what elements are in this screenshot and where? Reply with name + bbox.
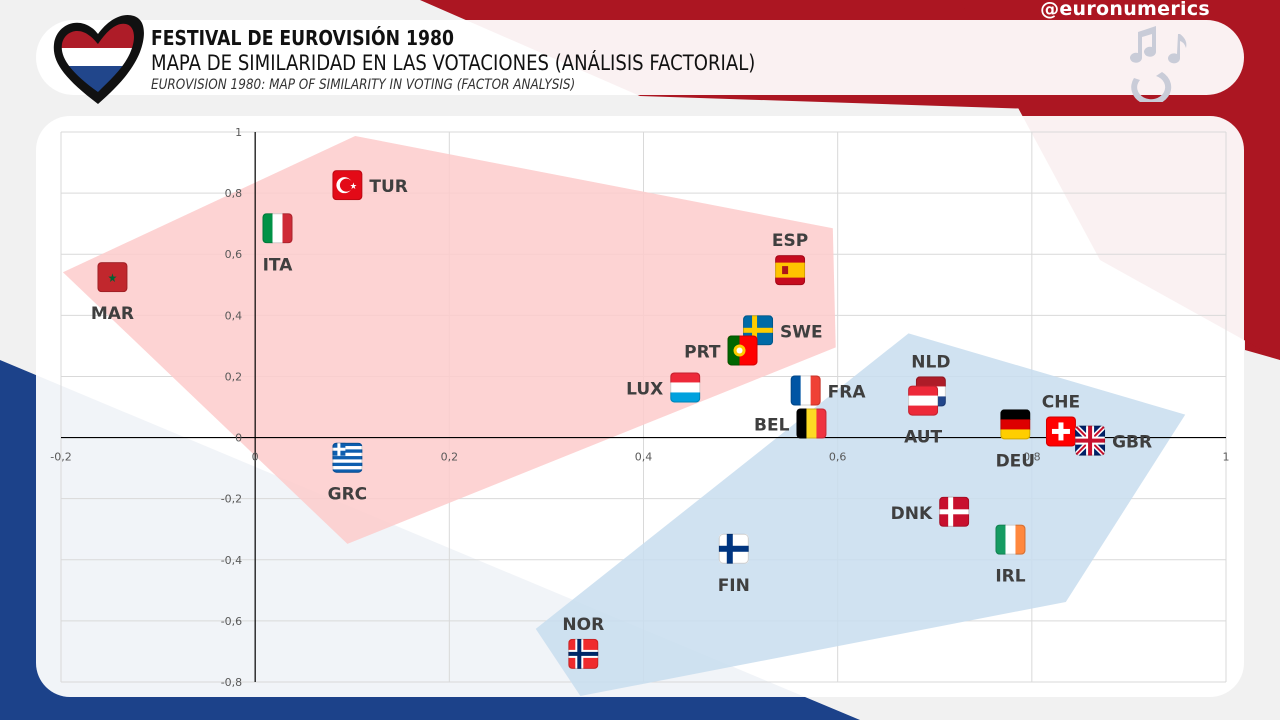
country-label: FIN — [718, 576, 750, 596]
point-irl[interactable]: IRL — [995, 524, 1026, 587]
subtitle-en: EUROVISION 1980: MAP OF SIMILARITY IN VO… — [151, 77, 576, 93]
point-dnk[interactable]: DNK — [891, 496, 970, 527]
country-label: GBR — [1112, 433, 1152, 453]
grc-flag-icon — [332, 442, 363, 473]
tur-flag-icon: ★ — [332, 170, 363, 201]
point-tur[interactable]: ★ TUR — [332, 170, 408, 201]
y-tick-label: -0,4 — [221, 554, 242, 567]
point-deu[interactable]: DEU — [996, 409, 1036, 471]
x-tick-label: 0,4 — [635, 451, 653, 464]
y-tick-label: -0,2 — [221, 493, 242, 506]
ita-flag-icon — [262, 213, 293, 244]
svg-text:★: ★ — [108, 271, 118, 285]
country-label: IRL — [995, 567, 1025, 587]
tick-labels: -0,2 0 0,2 0,4 0,6 0,8 1 1 0,8 0,6 0,4 0,2 0 -0,2 -0,4… — [50, 126, 1229, 689]
subtitle-es: MAPA DE SIMILARIDAD EN LAS VOTACIONES (A… — [151, 51, 756, 75]
y-tick-label: 0,4 — [225, 309, 243, 322]
country-label: NLD — [911, 352, 950, 372]
nor-flag-icon — [568, 638, 599, 669]
title: FESTIVAL DE EUROVISIÓN 1980 — [151, 26, 454, 50]
point-aut[interactable]: AUT — [904, 385, 943, 448]
eurovision-heart-logo-icon — [53, 14, 144, 105]
y-tick-label: 0,8 — [225, 187, 243, 200]
point-nor[interactable]: NOR — [562, 615, 604, 669]
y-tick-label: -0,6 — [221, 615, 242, 628]
handle-text[interactable]: @euronumerics — [1040, 0, 1210, 20]
aut-flag-icon — [908, 385, 939, 416]
country-label: PRT — [684, 342, 721, 362]
country-label: LUX — [626, 379, 663, 399]
che-flag-icon — [1045, 416, 1076, 447]
country-label: ESP — [772, 231, 808, 251]
point-fin[interactable]: FIN — [718, 533, 750, 596]
mar-flag-icon: ★ — [97, 262, 128, 293]
point-che[interactable]: CHE — [1042, 392, 1080, 447]
country-label: BEL — [754, 416, 790, 436]
red-cluster — [62, 135, 836, 544]
country-label: ITA — [263, 255, 294, 275]
prt-flag-icon — [727, 335, 758, 366]
point-esp[interactable]: ESP — [772, 231, 808, 286]
esp-flag-icon — [775, 255, 806, 286]
point-ita[interactable]: ITA — [262, 213, 293, 275]
y-tick-label: 1 — [235, 126, 242, 139]
country-label: AUT — [904, 428, 942, 448]
y-tick-label: 0 — [235, 432, 242, 445]
bel-flag-icon — [796, 408, 827, 439]
fra-flag-icon — [790, 375, 821, 406]
svg-text:★: ★ — [350, 182, 357, 192]
x-tick-label: 1 — [1223, 451, 1230, 464]
country-label: SWE — [780, 322, 823, 342]
dnk-flag-icon — [939, 496, 970, 527]
country-label: FRA — [828, 383, 867, 403]
points: ★ MAR ★ TUR ITA ESP SWE PRT LUX FRA BEL NLD AUT DEU CH… — [91, 170, 1152, 669]
country-label: TUR — [369, 177, 408, 197]
country-label: GRC — [328, 485, 368, 505]
gbr-flag-icon — [1075, 425, 1106, 456]
x-tick-label: 0,6 — [829, 451, 847, 464]
x-tick-label: 0 — [252, 451, 259, 464]
point-grc[interactable]: GRC — [328, 442, 368, 505]
point-lux[interactable]: LUX — [626, 372, 701, 403]
point-bel[interactable]: BEL — [754, 408, 827, 439]
country-label: DNK — [891, 504, 933, 524]
x-tick-label: 0,8 — [1023, 451, 1041, 464]
y-tick-label: -0,8 — [221, 676, 242, 689]
irl-flag-icon — [995, 524, 1026, 555]
country-label: NOR — [562, 615, 604, 635]
x-tick-label: 0,2 — [441, 451, 459, 464]
fin-flag-icon — [718, 533, 749, 564]
country-label: DEU — [996, 451, 1036, 471]
country-label: MAR — [91, 304, 134, 324]
x-tick-label: -0,2 — [50, 451, 71, 464]
axes — [61, 132, 1226, 682]
point-fra[interactable]: FRA — [790, 375, 867, 406]
point-prt[interactable]: PRT — [684, 335, 758, 366]
header-card — [36, 20, 1244, 95]
deu-flag-icon — [1000, 409, 1031, 440]
y-tick-label: 0,6 — [225, 248, 243, 261]
point-gbr[interactable]: GBR — [1075, 425, 1152, 456]
point-mar[interactable]: ★ MAR — [91, 262, 134, 324]
country-label: CHE — [1042, 392, 1080, 412]
y-tick-label: 0,2 — [225, 370, 243, 383]
music-notes-icon — [1130, 26, 1187, 102]
lux-flag-icon — [670, 372, 701, 403]
